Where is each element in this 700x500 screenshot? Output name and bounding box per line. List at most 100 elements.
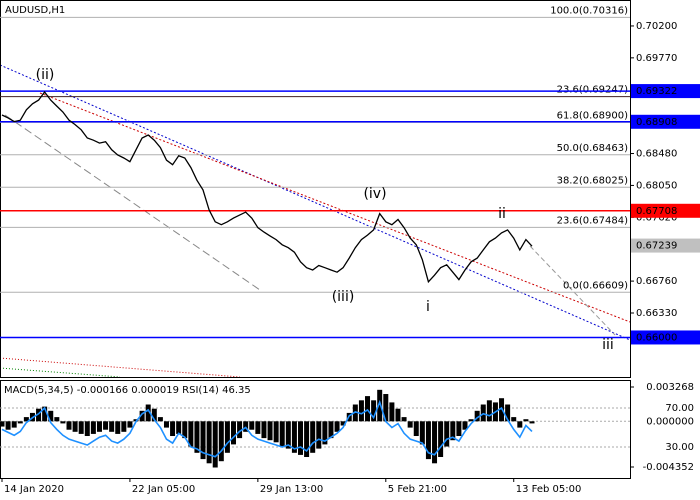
macd-bar [407, 421, 413, 428]
macd-bar [182, 421, 188, 439]
macd-bar [261, 421, 267, 439]
macd-bar [450, 421, 456, 441]
fib-label: 38.2(0.68025) [557, 175, 629, 186]
macd-bar [291, 421, 297, 453]
x-tick-label: 5 Feb 21:00 [388, 484, 447, 495]
price-line-series [1, 399, 533, 458]
macd-bar [23, 417, 29, 422]
y2-tick-label: 70.00 [665, 403, 694, 414]
macd-bar [84, 421, 90, 437]
x-tick-label: 14 Jan 2020 [4, 484, 64, 495]
wave-label: (iv) [363, 186, 386, 202]
macd-bar [383, 394, 389, 422]
macd-bar [377, 389, 383, 422]
macd-bar [298, 421, 304, 455]
macd-bar [230, 421, 236, 445]
wave-label: (iii) [332, 289, 355, 305]
macd-bar [340, 421, 346, 426]
x-tick-label: 29 Jan 13:00 [260, 484, 323, 495]
price-line-series [1, 90, 533, 284]
price-label-box [631, 330, 700, 345]
price-label: 0.67239 [636, 241, 677, 252]
macd-bar [11, 421, 17, 428]
macd-bar [438, 421, 444, 458]
macd-bar [127, 421, 133, 428]
indicator-panel [0, 380, 631, 479]
macd-bar [60, 421, 66, 424]
macd-bar [529, 421, 535, 424]
wave-label: i [426, 299, 430, 315]
macd-bar [304, 421, 310, 458]
macd-bar [72, 421, 78, 432]
macd-bar [103, 421, 109, 430]
fib-label: 23.6(0.69247) [557, 85, 629, 96]
macd-bar [425, 421, 431, 460]
macd-bar [194, 421, 200, 453]
y-tick-label: 0.003268 [646, 382, 694, 393]
macd-bar [133, 419, 139, 422]
price-label-box [631, 114, 700, 129]
wave-label: iii [602, 337, 614, 353]
macd-bar [243, 421, 249, 432]
macd-bar [322, 421, 328, 445]
macd-bar [365, 396, 371, 422]
trend-line [4, 114, 261, 291]
fib-label: 50.0(0.68463) [557, 143, 629, 154]
macd-bar [267, 421, 273, 441]
macd-bar [237, 421, 243, 439]
macd-bar [474, 410, 480, 422]
y-tick-label: 0.67620 [636, 212, 677, 223]
macd-bar [395, 408, 401, 422]
price-label: 0.68908 [636, 117, 677, 128]
y-tick-label: 0.70200 [636, 21, 677, 32]
y-tick-label: 0.68480 [636, 149, 677, 160]
fib-label: 0.0(0.66609) [563, 280, 628, 291]
y-tick-label: -0.004352 [643, 462, 694, 473]
macd-bar [505, 404, 511, 422]
macd-bar [200, 421, 206, 460]
macd-bar [151, 408, 157, 422]
macd-bar [170, 421, 176, 437]
macd-bar [66, 421, 72, 430]
macd-bar [310, 421, 316, 453]
macd-bar [328, 421, 334, 439]
macd-bar [413, 421, 419, 437]
y-tick-label: 0.66330 [636, 308, 677, 319]
macd-bar [157, 417, 163, 422]
wave-label: ii [498, 206, 506, 222]
macd-bar [218, 421, 224, 462]
macd-bar [0, 421, 5, 427]
macd-bar [139, 410, 145, 422]
macd-bar [5, 421, 11, 430]
macd-bar [401, 417, 407, 422]
y-tick-label: 0.66760 [636, 276, 677, 287]
macd-bar [389, 402, 395, 422]
macd-bar [523, 419, 529, 422]
macd-bar [352, 404, 358, 422]
macd-bar [456, 421, 462, 437]
projection-line [529, 245, 616, 336]
macd-bar [249, 421, 255, 430]
macd-bar [486, 400, 492, 422]
wave-label: (ii) [36, 67, 55, 83]
macd-bar [279, 421, 285, 447]
fib-label: 100.0(0.70316) [550, 5, 628, 16]
macd-bar [90, 421, 96, 434]
macd-bar [255, 421, 261, 434]
macd-bar [188, 421, 194, 447]
macd-bar [511, 417, 517, 422]
macd-bar [121, 421, 127, 432]
y2-tick-label: 30.00 [665, 442, 694, 453]
macd-bar [224, 421, 230, 453]
y-tick-label: 0.000000 [646, 416, 694, 427]
macd-bar [468, 419, 474, 422]
macd-bar [54, 417, 60, 422]
macd-bar [78, 421, 84, 434]
price-label-box [631, 203, 700, 218]
macd-bar [96, 421, 102, 432]
macd-bar [206, 421, 212, 464]
macd-bar [285, 421, 291, 449]
macd-bar [109, 421, 115, 432]
indicator-title: MACD(5,34,5) -0.000166 0.000019 RSI(14) … [4, 385, 251, 396]
